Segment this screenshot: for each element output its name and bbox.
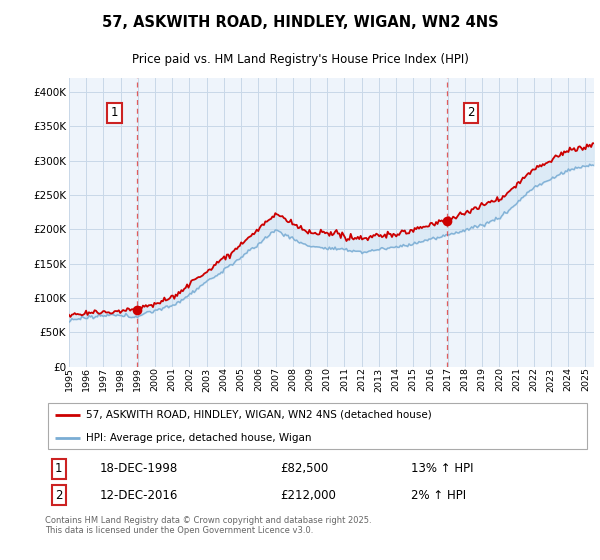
- Text: 2001: 2001: [168, 367, 177, 391]
- Text: 2017: 2017: [443, 367, 452, 391]
- Text: Price paid vs. HM Land Registry's House Price Index (HPI): Price paid vs. HM Land Registry's House …: [131, 53, 469, 66]
- Text: 2024: 2024: [563, 367, 572, 391]
- Text: 13% ↑ HPI: 13% ↑ HPI: [411, 462, 473, 475]
- Text: 2008: 2008: [288, 367, 297, 391]
- Text: 2007: 2007: [271, 367, 280, 391]
- Text: 18-DEC-1998: 18-DEC-1998: [100, 462, 178, 475]
- Text: £82,500: £82,500: [280, 462, 328, 475]
- FancyBboxPatch shape: [48, 403, 587, 449]
- Text: 2018: 2018: [460, 367, 469, 391]
- Text: 12-DEC-2016: 12-DEC-2016: [100, 489, 178, 502]
- Text: Contains HM Land Registry data © Crown copyright and database right 2025.
This d: Contains HM Land Registry data © Crown c…: [45, 516, 371, 535]
- Text: 2016: 2016: [426, 367, 435, 391]
- Text: 2023: 2023: [547, 367, 556, 391]
- Text: 2: 2: [55, 489, 62, 502]
- Text: 2014: 2014: [392, 367, 401, 391]
- Text: HPI: Average price, detached house, Wigan: HPI: Average price, detached house, Wiga…: [86, 433, 311, 444]
- Text: 2004: 2004: [220, 367, 229, 391]
- Text: 1998: 1998: [116, 367, 125, 391]
- Text: 2021: 2021: [512, 367, 521, 391]
- Text: 57, ASKWITH ROAD, HINDLEY, WIGAN, WN2 4NS (detached house): 57, ASKWITH ROAD, HINDLEY, WIGAN, WN2 4N…: [86, 410, 432, 420]
- Text: £212,000: £212,000: [280, 489, 335, 502]
- Text: 2006: 2006: [254, 367, 263, 391]
- Text: 2: 2: [467, 106, 475, 119]
- Text: 57, ASKWITH ROAD, HINDLEY, WIGAN, WN2 4NS: 57, ASKWITH ROAD, HINDLEY, WIGAN, WN2 4N…: [101, 15, 499, 30]
- Text: 2010: 2010: [323, 367, 332, 391]
- Text: 2011: 2011: [340, 367, 349, 391]
- Text: 2020: 2020: [495, 367, 504, 391]
- Text: 2019: 2019: [478, 367, 487, 391]
- Text: 2013: 2013: [374, 367, 383, 391]
- Text: 1: 1: [111, 106, 119, 119]
- Text: 1997: 1997: [99, 367, 108, 391]
- Text: 2015: 2015: [409, 367, 418, 391]
- Text: 2025: 2025: [581, 367, 590, 391]
- Text: 2003: 2003: [202, 367, 211, 391]
- Text: 2002: 2002: [185, 367, 194, 391]
- Text: 2012: 2012: [357, 367, 366, 391]
- Text: 1999: 1999: [133, 367, 142, 391]
- Text: 2005: 2005: [236, 367, 245, 391]
- Text: 1: 1: [55, 462, 62, 475]
- Text: 2022: 2022: [529, 367, 538, 391]
- Text: 1996: 1996: [82, 367, 91, 391]
- Text: 2% ↑ HPI: 2% ↑ HPI: [411, 489, 466, 502]
- Text: 2009: 2009: [305, 367, 314, 391]
- Text: 1995: 1995: [65, 367, 74, 391]
- Text: 2000: 2000: [151, 367, 160, 391]
